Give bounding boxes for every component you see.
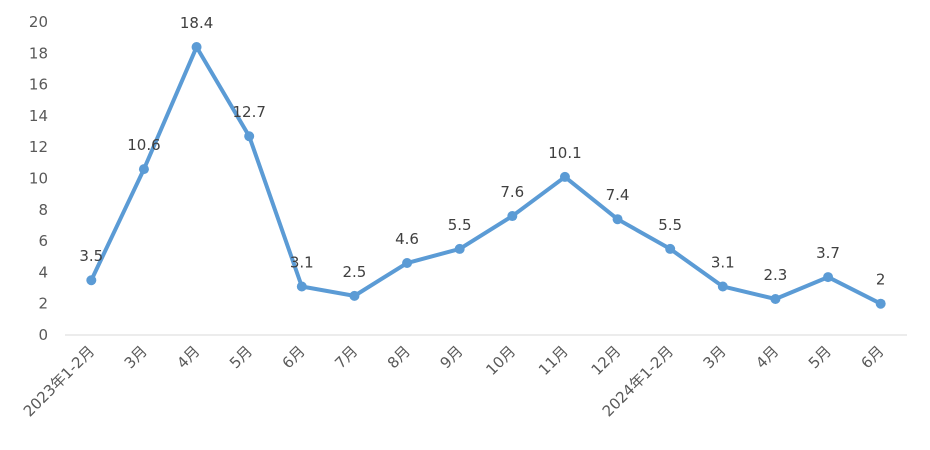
data-label: 5.5	[448, 216, 472, 234]
y-tick-label: 6	[38, 232, 48, 250]
data-point	[612, 214, 623, 225]
x-tick-label: 4月	[173, 342, 203, 372]
x-tick-label: 9月	[436, 342, 466, 372]
data-labels: 3.5 10.6 18.4 12.7 3.1 2.5 4.6 5.5 7.6 10.1 7.4 5.5…	[79, 14, 885, 289]
data-label: 2.5	[343, 263, 367, 281]
data-point	[138, 164, 149, 175]
data-point	[349, 290, 360, 301]
data-point	[875, 298, 886, 309]
data-point	[296, 281, 307, 292]
y-tick-label: 12	[29, 138, 48, 156]
y-tick-label: 10	[29, 170, 48, 188]
x-tick-label: 6月	[857, 342, 887, 372]
y-tick-label: 2	[38, 295, 48, 313]
y-tick-label: 20	[29, 13, 48, 31]
data-point	[244, 131, 255, 142]
data-label: 7.4	[606, 186, 630, 204]
x-tick-label: 5月	[226, 342, 256, 372]
data-label: 3.1	[290, 253, 314, 271]
data-label: 2	[876, 271, 886, 289]
x-tick-label: 7月	[331, 342, 361, 372]
data-point	[454, 243, 465, 254]
data-label: 3.7	[816, 244, 840, 262]
data-label: 12.7	[232, 103, 265, 121]
data-point	[86, 275, 97, 286]
x-tick-label: 6月	[279, 342, 309, 372]
data-point	[559, 171, 570, 182]
data-point	[402, 258, 413, 269]
y-axis-tick-labels: 0 2 4 6 8 10 12 14 16 18 20	[29, 13, 48, 344]
y-tick-label: 16	[29, 76, 48, 94]
data-label: 10.6	[127, 136, 160, 154]
x-tick-label: 2023年1-2月	[20, 342, 98, 420]
data-point	[191, 42, 202, 53]
y-tick-label: 14	[29, 107, 48, 125]
x-tick-label: 4月	[752, 342, 782, 372]
y-tick-label: 18	[29, 44, 48, 62]
data-point	[770, 294, 781, 305]
x-tick-label: 12月	[588, 342, 625, 379]
data-label: 10.1	[548, 144, 581, 162]
data-label: 4.6	[395, 230, 419, 248]
data-label: 5.5	[658, 216, 682, 234]
x-axis-tick-labels: 2023年1-2月 3月 4月 5月 6月 7月 8月 9月 10月 11月 12月2024年1-2…	[20, 342, 888, 420]
y-tick-label: 0	[38, 326, 48, 344]
x-tick-label: 8月	[384, 342, 414, 372]
x-tick-label: 3月	[121, 342, 151, 372]
y-tick-label: 4	[38, 263, 48, 281]
data-label: 7.6	[500, 183, 524, 201]
data-point	[717, 281, 728, 292]
data-label: 18.4	[180, 14, 213, 32]
data-label: 2.3	[764, 266, 788, 284]
data-point	[665, 243, 676, 254]
y-tick-label: 8	[38, 201, 48, 219]
data-point	[507, 211, 518, 222]
series-line	[89, 45, 883, 306]
data-label: 3.5	[79, 247, 103, 265]
x-tick-label: 3月	[700, 342, 730, 372]
x-tick-label: 10月	[482, 342, 519, 379]
x-tick-label: 5月	[805, 342, 835, 372]
x-tick-label: 11月	[535, 342, 572, 379]
series-points	[86, 42, 886, 309]
data-point	[823, 272, 834, 283]
data-label: 3.1	[711, 253, 735, 271]
